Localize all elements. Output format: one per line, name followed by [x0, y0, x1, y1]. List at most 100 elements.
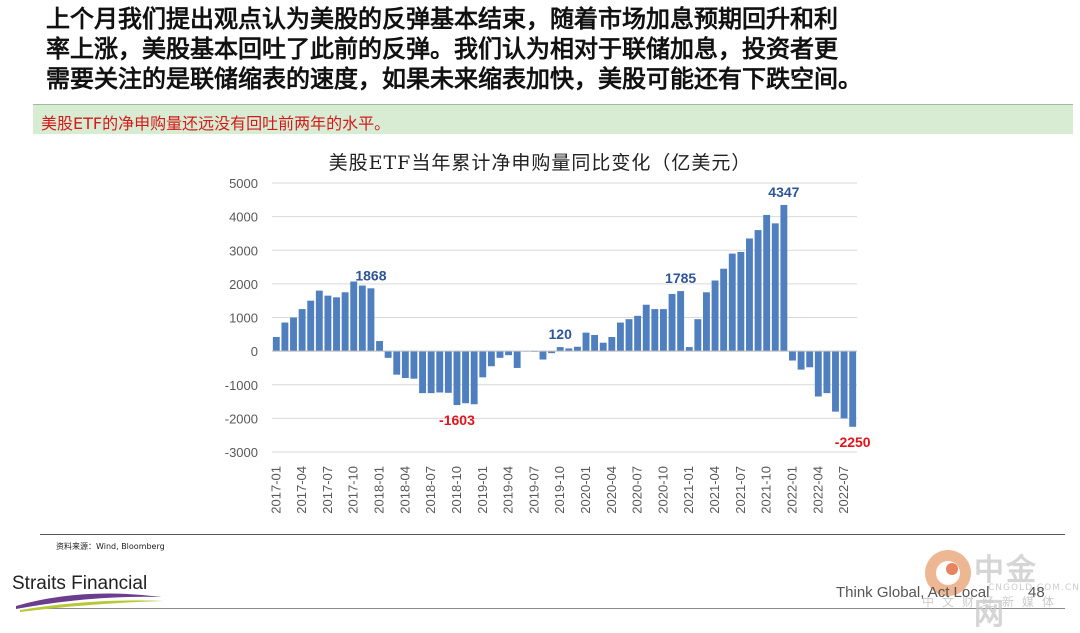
x-tick-label: 2019-04 — [501, 466, 516, 514]
x-tick-label: 2022-07 — [836, 466, 851, 514]
watermark-sub: 中文财经新媒体 — [922, 595, 1063, 609]
bar — [315, 290, 323, 352]
watermark-url: CNGOLD.COM.CN — [988, 583, 1080, 593]
x-tick-label: 2018-01 — [372, 466, 387, 514]
bar — [703, 292, 710, 352]
x-tick-label: 2018-07 — [423, 466, 438, 514]
bar — [754, 230, 762, 352]
bar — [573, 346, 581, 352]
footer-slogan: Think Global, Act Local — [836, 584, 990, 601]
bar — [539, 351, 547, 360]
bar — [453, 351, 461, 406]
intro-paragraph: 上个月我们提出观点认为美股的反弹基本结束，随着市场加息预期回升和利 率上涨，美股… — [46, 4, 1056, 94]
x-tick-label: 2017-10 — [346, 466, 361, 514]
bar — [771, 223, 779, 352]
bar — [728, 253, 736, 352]
bar — [840, 351, 848, 419]
y-tick-label: -3000 — [225, 445, 258, 460]
x-tick-label: 2020-04 — [604, 466, 619, 514]
bar — [333, 297, 340, 352]
y-tick-label: 0 — [251, 344, 258, 359]
bar — [496, 351, 504, 358]
y-tick-label: 2000 — [229, 277, 258, 292]
bar — [272, 337, 280, 352]
bar — [780, 204, 788, 352]
intro-line-2: 率上涨，美股基本回吐了此前的反弹。我们认为相对于联储加息，投资者更 — [46, 34, 838, 63]
data-label: 120 — [549, 326, 573, 342]
bar — [616, 322, 624, 352]
bar-chart: 5000 4000 3000 2000 1000 0 -1000 -2000 -3000 2017… — [225, 176, 871, 514]
data-label: -2250 — [835, 434, 871, 450]
bar — [487, 351, 495, 367]
y-tick-label: 4000 — [229, 210, 258, 225]
data-label: -1603 — [439, 412, 475, 428]
bar — [746, 238, 753, 352]
bar — [470, 351, 478, 405]
bar — [290, 317, 297, 352]
bar — [350, 281, 358, 352]
company-name: Straits Financial — [12, 573, 148, 594]
bar — [659, 309, 667, 352]
bar — [694, 319, 702, 352]
bar — [591, 334, 599, 352]
bar — [367, 288, 375, 352]
watermark: 中金网 CNGOLD.COM.CN 中文财经新媒体 — [918, 545, 1079, 632]
bar — [823, 351, 831, 394]
bar — [444, 351, 452, 393]
data-label: 1785 — [665, 270, 696, 286]
bar — [599, 342, 607, 352]
bar — [685, 347, 693, 352]
bar — [814, 351, 822, 397]
watermark-logo-icon — [925, 550, 971, 596]
data-label: 4347 — [768, 184, 799, 200]
x-tick-label: 2021-01 — [681, 466, 696, 514]
y-tick-label: -1000 — [225, 378, 258, 393]
x-tick-label: 2019-10 — [552, 466, 567, 514]
x-tick-label: 2020-01 — [578, 466, 593, 514]
source-note: 资料来源：Wind, Bloomberg — [56, 542, 165, 551]
bar — [720, 268, 728, 352]
bar — [281, 322, 289, 352]
bar — [358, 285, 366, 352]
bar — [410, 351, 418, 379]
bar — [376, 341, 383, 352]
bar — [737, 251, 745, 352]
x-tick-label: 2022-04 — [810, 466, 825, 514]
footer-divider — [40, 608, 1065, 609]
bar — [401, 351, 409, 379]
y-tick-label: 5000 — [229, 176, 258, 191]
x-tick-label: 2020-10 — [655, 466, 670, 514]
x-tick-label: 2019-01 — [475, 466, 490, 514]
y-tick-label: 3000 — [229, 243, 258, 258]
bar — [548, 351, 556, 354]
x-tick-label: 2017-04 — [294, 466, 309, 514]
bar — [565, 348, 573, 352]
banner-text: 美股ETF的净申购量还远没有回吐前两年的水平。 — [41, 114, 391, 133]
bar — [797, 351, 805, 370]
bar — [341, 292, 349, 352]
x-tick-label: 2017-01 — [268, 466, 283, 514]
bar — [462, 351, 470, 404]
highlight-banner: 美股ETF的净申购量还远没有回吐前两年的水平。 — [33, 104, 1073, 134]
bar — [711, 280, 719, 352]
x-tick-label: 2021-07 — [733, 466, 748, 514]
x-tick-label: 2021-04 — [707, 466, 722, 514]
chart-title: 美股ETF当年累计净申购量同比变化（亿美元） — [328, 152, 752, 174]
bar — [789, 351, 796, 361]
x-tick-label: 2018-10 — [449, 466, 464, 514]
bar — [324, 295, 332, 352]
bar — [436, 351, 444, 393]
source-divider — [40, 534, 1065, 535]
bar — [307, 300, 315, 352]
bar — [419, 351, 426, 394]
x-tick-label: 2017-07 — [320, 466, 335, 514]
x-tick-label: 2018-04 — [397, 466, 412, 514]
y-tick-label: 1000 — [229, 311, 258, 326]
bar — [556, 347, 564, 352]
bar — [806, 351, 814, 368]
bar — [642, 304, 650, 352]
bar — [849, 351, 857, 427]
company-logo: Straits Financial — [12, 573, 172, 613]
logo-swoosh-icon — [16, 593, 164, 612]
bar — [668, 293, 676, 352]
